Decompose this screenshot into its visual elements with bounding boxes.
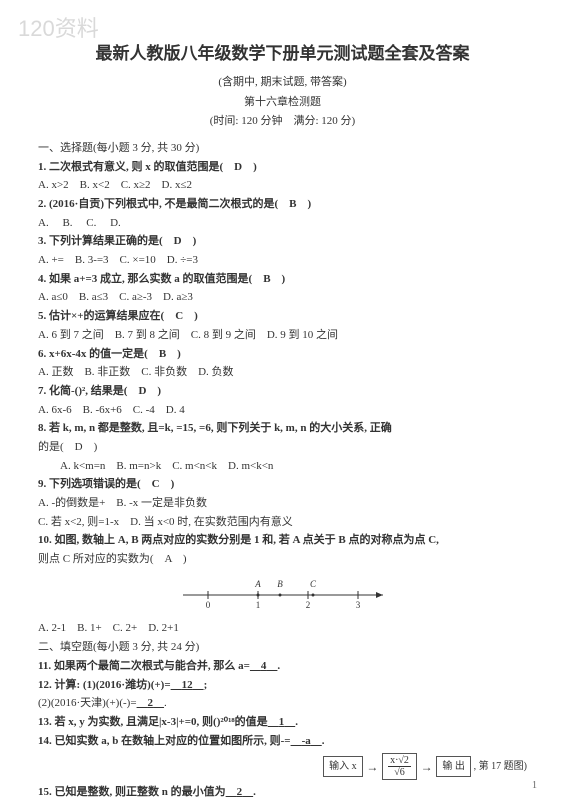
q12-text: 12. 计算: (1)(2016·潍坊)(+)=: [38, 679, 171, 691]
q5-text: 5. 估计×+的运算结果应在( C ): [38, 310, 198, 322]
q12: 12. 计算: (1)(2016·潍坊)(+)= 12 ;: [38, 676, 527, 695]
doc-title: 最新人教版八年级数学下册单元测试题全套及答案: [38, 40, 527, 69]
q1-text: 1. 二次根式有意义, 则 x 的取值范围是( D ): [38, 161, 257, 173]
q11-answer: 4: [250, 660, 278, 672]
q10-cont: 则点 C 所对应的实数为( A ): [38, 550, 527, 569]
q14: 14. 已知实数 a, b 在数轴上对应的位置如图所示, 则-= -a .: [38, 732, 527, 751]
q3-options: A. += B. 3-=3 C. ×=10 D. ÷=3: [38, 251, 527, 270]
q1-options: A. x>2 B. x<2 C. x≥2 D. x≤2: [38, 176, 527, 195]
number-line-svg: 0 1 2 3 A B C: [178, 575, 398, 609]
q1: 1. 二次根式有意义, 则 x 的取值范围是( D ): [38, 158, 527, 177]
q9: 9. 下列选项错误的是( C ): [38, 475, 527, 494]
q13-answer: 1: [268, 716, 296, 728]
tick-3: 3: [356, 600, 361, 609]
subtitle-1: (含期中, 期末试题, 带答案): [38, 73, 527, 92]
q15-text: 15. 已知是整数, 则正整数 n 的最小值为: [38, 786, 226, 798]
q7: 7. 化简-()², 结果是( D ): [38, 382, 527, 401]
subtitle-2: 第十六章检测题: [38, 93, 527, 112]
q2-text: 2. (2016·自贡)下列根式中, 不是最简二次根式的是( B ): [38, 198, 311, 210]
q12b-text: (2)(2016·天津)(+)(-)=: [38, 697, 137, 709]
q12b-answer: 2: [137, 697, 165, 709]
q11: 11. 如果两个最简二次根式与能合并, 那么 a= 4 .: [38, 657, 527, 676]
q10-options: A. 2-1 B. 1+ C. 2+ D. 2+1: [38, 619, 527, 638]
q10: 10. 如图, 数轴上 A, B 两点对应的实数分别是 1 和, 若 A 点关于…: [38, 531, 527, 550]
diagram-caption: , 第 17 题图): [474, 761, 527, 772]
q8-text: 8. 若 k, m, n 都是整数, 且=k, =15, =6, 则下列关于 k…: [38, 422, 392, 434]
q9-text: 9. 下列选项错误的是( C ): [38, 478, 174, 490]
frac-bot: √6: [388, 767, 411, 778]
q5-options: A. 6 到 7 之间 B. 7 到 8 之间 C. 8 到 9 之间 D. 9…: [38, 326, 527, 345]
flow-mid-box: x·√2 √6: [382, 753, 417, 780]
q3-text: 3. 下列计算结果正确的是( D ): [38, 235, 196, 247]
q4: 4. 如果 a+=3 成立, 那么实数 a 的取值范围是( B ): [38, 270, 527, 289]
q5: 5. 估计×+的运算结果应在( C ): [38, 307, 527, 326]
q8: 8. 若 k, m, n 都是整数, 且=k, =15, =6, 则下列关于 k…: [38, 419, 527, 438]
subtitle-3: (时间: 120 分钟 满分: 120 分): [38, 112, 527, 131]
q4-options: A. a≤0 B. a≤3 C. a≥-3 D. a≥3: [38, 288, 527, 307]
arrow-icon: →: [421, 757, 433, 777]
flow-output-box: 输 出: [436, 756, 471, 777]
number-line-figure: 0 1 2 3 A B C: [178, 575, 527, 616]
q13-text: 13. 若 x, y 为实数, 且满足|x-3|+=0, 则()²⁰¹⁸的值是: [38, 716, 268, 728]
section-2-heading: 二、填空题(每小题 3 分, 共 24 分): [38, 638, 527, 657]
q6: 6. x+6x-4x 的值一定是( B ): [38, 345, 527, 364]
tick-1: 1: [256, 600, 261, 609]
q11-text: 11. 如果两个最简二次根式与能合并, 那么 a=: [38, 660, 250, 672]
flow-diagram-row: 输入 x → x·√2 √6 → 输 出 , 第 17 题图): [38, 753, 527, 780]
q9-options-b: C. 若 x<2, 则=1-x D. 当 x<0 时, 在实数范围内有意义: [38, 513, 527, 532]
q7-text: 7. 化简-()², 结果是( D ): [38, 385, 161, 397]
q12b: (2)(2016·天津)(+)(-)= 2 .: [38, 694, 527, 713]
q13: 13. 若 x, y 为实数, 且满足|x-3|+=0, 则()²⁰¹⁸的值是 …: [38, 713, 527, 732]
tick-2: 2: [306, 600, 311, 609]
q9-options-a: A. -的倒数是+ B. -x 一定是非负数: [38, 494, 527, 513]
frac-top: x·√2: [388, 755, 411, 767]
q8-cont: 的是( D ): [38, 438, 527, 457]
fraction: x·√2 √6: [388, 755, 411, 778]
q10-text: 10. 如图, 数轴上 A, B 两点对应的实数分别是 1 和, 若 A 点关于…: [38, 534, 439, 546]
q14-text: 14. 已知实数 a, b 在数轴上对应的位置如图所示, 则-=: [38, 735, 291, 747]
q15: 15. 已知是整数, 则正整数 n 的最小值为 2 .: [38, 783, 527, 802]
pt-C: C: [310, 579, 317, 589]
q8-options: A. k<m=n B. m=n>k C. m<n<k D. m<k<n: [38, 457, 527, 476]
page-number: 1: [532, 777, 537, 794]
q12-answer: 12: [171, 679, 204, 691]
q7-options: A. 6x-6 B. -6x+6 C. -4 D. 4: [38, 401, 527, 420]
q6-text: 6. x+6x-4x 的值一定是( B ): [38, 348, 181, 360]
q3: 3. 下列计算结果正确的是( D ): [38, 232, 527, 251]
pt-B: B: [277, 579, 283, 589]
flow-input-box: 输入 x: [323, 756, 363, 777]
q4-text: 4. 如果 a+=3 成立, 那么实数 a 的取值范围是( B ): [38, 273, 285, 285]
q2: 2. (2016·自贡)下列根式中, 不是最简二次根式的是( B ): [38, 195, 527, 214]
arrow-icon: →: [366, 757, 378, 777]
section-1-heading: 一、选择题(每小题 3 分, 共 30 分): [38, 139, 527, 158]
q2-options: A. B. C. D.: [38, 214, 527, 233]
watermark: 120资料: [18, 10, 99, 47]
pt-A: A: [254, 579, 261, 589]
tick-0: 0: [206, 600, 211, 609]
flow-diagram: 输入 x → x·√2 √6 → 输 出: [323, 753, 471, 780]
q6-options: A. 正数 B. 非正数 C. 非负数 D. 负数: [38, 363, 527, 382]
q15-answer: 2: [226, 786, 254, 798]
q14-answer: -a: [291, 735, 322, 747]
